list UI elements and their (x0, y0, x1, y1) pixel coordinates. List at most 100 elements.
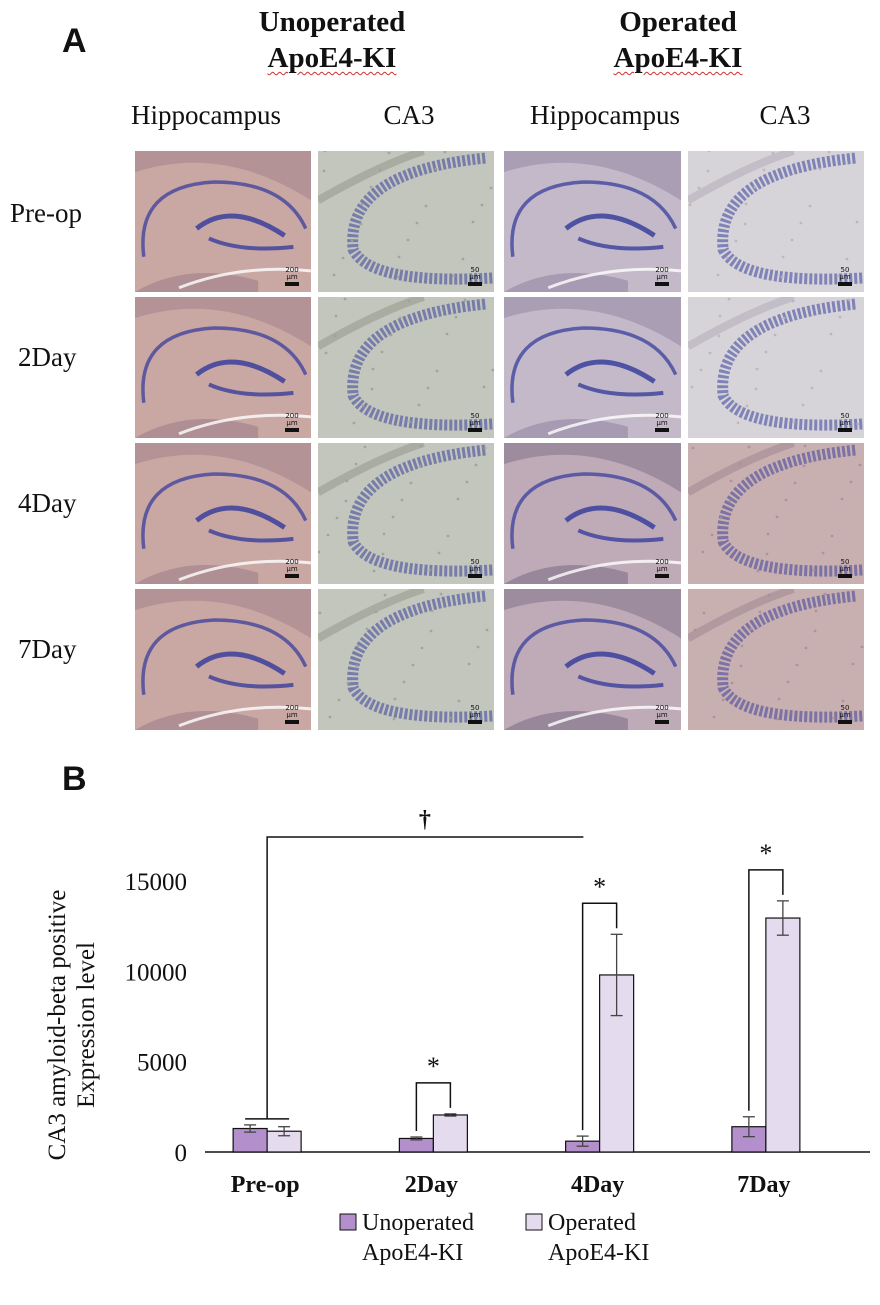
bar-2day-series-2 (432, 1114, 468, 1153)
micrograph-pre-op-hippocampus-unoperated: 200 μm (135, 151, 311, 292)
scale-bar: 50 μm (468, 413, 482, 432)
micrograph-7day-ca3-operated: 50 μm (688, 589, 864, 730)
micrograph-pre-op-ca3-unoperated: 50 μm (318, 151, 494, 292)
significance-bracket (581, 902, 618, 1131)
scale-bar-line (285, 428, 299, 432)
micrograph-image (135, 443, 311, 584)
micrograph-7day-hippocampus-unoperated: 200 μm (135, 589, 311, 730)
scale-bar-label: 200 μm (285, 558, 299, 573)
x-tick-label: 4Day (571, 1172, 624, 1198)
micrograph-4day-ca3-unoperated: 50 μm (318, 443, 494, 584)
scale-bar: 50 μm (838, 559, 852, 578)
micrograph-2day-hippocampus-unoperated: 200 μm (135, 297, 311, 438)
row-label-7day: 7Day (18, 634, 77, 664)
significance-marker-dagger: † (419, 807, 431, 833)
scale-bar-label: 50 μm (469, 704, 481, 719)
scale-bar-line (468, 720, 482, 724)
scale-bar-line (468, 282, 482, 286)
scale-bar-label: 200 μm (655, 412, 669, 427)
scale-bar: 200 μm (655, 267, 669, 286)
scale-bar-line (655, 720, 669, 724)
column-label-hippocampus-operated: Hippocampus (530, 100, 680, 130)
chart-canvas: 0 5000 10000 15000 CA3 amyloid-beta positive… (44, 807, 870, 1266)
y-tick-label: 0 (175, 1140, 188, 1167)
micrograph-image (504, 151, 681, 292)
micrograph-2day-ca3-unoperated: 50 μm (318, 297, 494, 438)
micrograph-image (318, 589, 494, 730)
scale-bar: 200 μm (655, 413, 669, 432)
scale-bar-label: 50 μm (839, 558, 851, 573)
significance-marker: * (593, 872, 606, 901)
legend-label: ApoE4-KI (362, 1240, 463, 1266)
micrograph-image (504, 297, 681, 438)
legend-label: ApoE4-KI (548, 1240, 649, 1266)
micrograph-image (135, 589, 311, 730)
scale-bar-label: 50 μm (469, 266, 481, 281)
scale-bar: 50 μm (468, 559, 482, 578)
scale-bar-label: 200 μm (655, 266, 669, 281)
y-axis-label: CA3 amyloid-beta positive (44, 890, 71, 1161)
y-tick-label: 5000 (137, 1050, 187, 1077)
bar-chart: 0 5000 10000 15000 CA3 amyloid-beta positive… (0, 780, 880, 1300)
micrograph-image (318, 297, 494, 438)
micrograph-2day-hippocampus-operated: 200 μm (504, 297, 681, 438)
scale-bar-label: 200 μm (285, 412, 299, 427)
scale-bar-label: 50 μm (839, 266, 851, 281)
scale-bar-line (838, 428, 852, 432)
micrograph-pre-op-ca3-operated: 50 μm (688, 151, 864, 292)
micrograph-image (688, 297, 864, 438)
scale-bar-line (468, 428, 482, 432)
x-tick-label: 7Day (737, 1172, 790, 1198)
legend-label: Unoperated (362, 1210, 474, 1236)
scale-bar: 200 μm (285, 267, 299, 286)
scale-bar-line (838, 574, 852, 578)
scale-bar-label: 50 μm (469, 558, 481, 573)
scale-bar: 200 μm (285, 705, 299, 724)
scale-bar: 200 μm (655, 705, 669, 724)
scale-bar: 200 μm (285, 559, 299, 578)
scale-bar: 50 μm (838, 267, 852, 286)
micrograph-image (318, 443, 494, 584)
y-tick-label: 15000 (125, 869, 188, 896)
scale-bar-line (838, 720, 852, 724)
scale-bar-label: 50 μm (839, 412, 851, 427)
panel-a-letter: A (62, 22, 87, 60)
row-label-2day: 2Day (18, 342, 77, 372)
scale-bar-label: 200 μm (285, 704, 299, 719)
y-axis-label: Expression level (73, 942, 100, 1108)
scale-bar: 50 μm (838, 413, 852, 432)
group-title-unoperated: Unoperated ApoE4-KI (258, 6, 406, 74)
scale-bar: 200 μm (285, 413, 299, 432)
scale-bar-line (468, 574, 482, 578)
micrograph-4day-hippocampus-unoperated: 200 μm (135, 443, 311, 584)
y-tick-label: 10000 (125, 959, 188, 986)
micrograph-image (688, 151, 864, 292)
scale-bar-label: 200 μm (655, 558, 669, 573)
significance-marker: * (759, 839, 772, 868)
scale-bar: 200 μm (655, 559, 669, 578)
micrograph-4day-ca3-operated: 50 μm (688, 443, 864, 584)
micrograph-image (688, 589, 864, 730)
scale-bar-line (285, 574, 299, 578)
scale-bar-line (655, 282, 669, 286)
scale-bar-line (655, 428, 669, 432)
significance-bracket (748, 869, 784, 1111)
legend-label: Operated (548, 1210, 636, 1236)
micrograph-image (318, 151, 494, 292)
significance-bracket-long (266, 836, 584, 1119)
scale-bar: 50 μm (468, 267, 482, 286)
scale-bar-label: 200 μm (655, 704, 669, 719)
micrograph-7day-hippocampus-operated: 200 μm (504, 589, 681, 730)
micrograph-7day-ca3-unoperated: 50 μm (318, 589, 494, 730)
x-tick-label: Pre-op (231, 1172, 300, 1198)
row-label-4day: 4Day (18, 488, 77, 518)
row-label-preop: Pre-op (10, 198, 82, 228)
panel-b-letter: B (62, 760, 87, 798)
scale-bar: 50 μm (468, 705, 482, 724)
legend-swatch (339, 1213, 357, 1231)
scale-bar-line (838, 282, 852, 286)
micrograph-image (688, 443, 864, 584)
scale-bar-label: 200 μm (285, 266, 299, 281)
micrograph-image (135, 151, 311, 292)
micrograph-image (504, 589, 681, 730)
